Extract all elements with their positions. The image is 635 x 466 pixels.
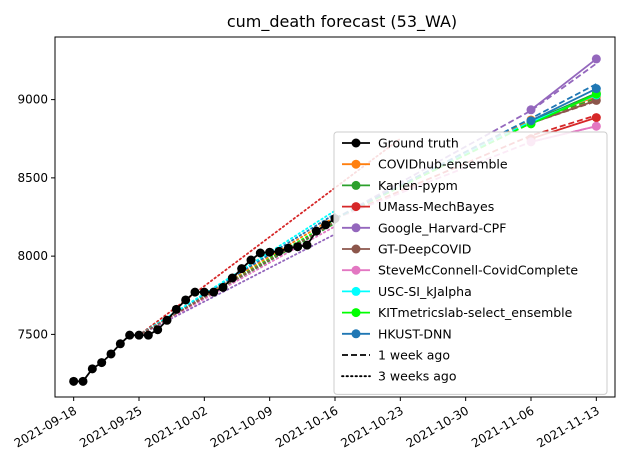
x-tick-label: 2021-10-02 xyxy=(142,403,209,450)
series-point-3 xyxy=(526,105,536,115)
legend-label: Google_Harvard-CPF xyxy=(378,220,506,235)
legend-swatch-marker xyxy=(351,286,361,296)
x-tick-label: 2021-11-06 xyxy=(469,403,536,450)
series-point-5 xyxy=(591,121,601,131)
legend-label: USC-SI_kJalpha xyxy=(378,284,472,299)
legend-swatch-marker xyxy=(351,329,361,339)
series-point-2 xyxy=(591,113,601,123)
ground-truth-point xyxy=(293,242,303,252)
three-weeks-ago-line-1 xyxy=(138,233,336,337)
x-tick-label: 2021-10-16 xyxy=(273,403,340,450)
series-point-3 xyxy=(591,54,601,64)
x-tick-label: 2021-11-13 xyxy=(534,403,601,450)
ground-truth-point xyxy=(209,287,219,297)
ground-truth-point xyxy=(97,358,107,368)
series-line-7 xyxy=(530,93,597,125)
ground-truth-point xyxy=(181,295,191,305)
ground-truth-point xyxy=(255,248,265,258)
ground-truth-point xyxy=(274,246,284,256)
legend-label: KITmetricslab-select_ensemble xyxy=(378,305,573,320)
ground-truth-point xyxy=(311,226,321,236)
ground-truth-point xyxy=(302,240,312,250)
y-tick-label: 7500 xyxy=(17,327,48,341)
legend-label: HKUST-DNN xyxy=(378,326,452,341)
ground-truth-point xyxy=(69,376,79,386)
legend-label: COVIDhub-ensemble xyxy=(378,157,508,172)
legend-label: UMass-MechBayes xyxy=(378,199,494,214)
legend-label: Ground truth xyxy=(378,136,459,151)
ground-truth-point xyxy=(106,349,116,359)
ground-truth-point xyxy=(143,330,153,340)
series-point-8 xyxy=(526,116,536,126)
ground-truth-point xyxy=(134,330,144,340)
y-tick-label: 8500 xyxy=(17,171,48,185)
legend-swatch-marker xyxy=(351,202,361,212)
three-weeks-ago-line-6 xyxy=(138,209,336,337)
legend-swatch-marker xyxy=(351,180,361,190)
x-tick-label: 2021-10-30 xyxy=(404,403,471,450)
legend-swatch-marker xyxy=(351,159,361,169)
chart-title: cum_death forecast (53_WA) xyxy=(227,12,457,32)
legend-label: Karlen-pypm xyxy=(378,178,458,193)
ground-truth-point xyxy=(162,315,172,325)
ground-truth-point xyxy=(171,304,181,314)
y-tick-label: 9000 xyxy=(17,93,48,107)
ground-truth-point xyxy=(125,330,135,340)
ground-truth-point xyxy=(265,247,275,257)
series-point-8 xyxy=(591,84,601,94)
ground-truth-point xyxy=(283,243,293,253)
legend-label: 3 weeks ago xyxy=(378,369,457,384)
y-tick-label: 8000 xyxy=(17,249,48,263)
ground-truth-point xyxy=(115,339,125,349)
legend-label: SteveMcConnell-CovidComplete xyxy=(378,263,578,278)
three-weeks-ago-line-8 xyxy=(138,220,336,337)
series-line-3 xyxy=(530,58,597,111)
ground-truth-point xyxy=(153,325,163,335)
legend-swatch-marker xyxy=(351,308,361,318)
legend-swatch-marker xyxy=(351,223,361,233)
ground-truth-point xyxy=(246,255,256,265)
ground-truth-point xyxy=(78,376,88,386)
ground-truth-point xyxy=(218,282,228,292)
ground-truth-point xyxy=(199,287,209,297)
legend-label: 1 week ago xyxy=(378,348,450,363)
legend-swatch-marker xyxy=(351,265,361,275)
legend-swatch-marker xyxy=(351,244,361,254)
legend-label: GT-DeepCOVID xyxy=(378,242,471,257)
ground-truth-point xyxy=(237,264,247,274)
ground-truth-point xyxy=(227,273,237,283)
ground-truth-point xyxy=(190,287,200,297)
series-line-8 xyxy=(530,87,597,122)
x-tick-label: 2021-10-23 xyxy=(338,403,405,450)
legend-box xyxy=(333,131,608,395)
x-tick-label: 2021-09-18 xyxy=(12,403,79,450)
x-tick-label: 2021-10-09 xyxy=(208,403,275,450)
ground-truth-point xyxy=(87,364,97,374)
x-tick-label: 2021-09-25 xyxy=(77,403,144,450)
legend: Ground truth COVIDhub-ensemble Karlen-pypm… xyxy=(333,131,608,395)
legend-swatch-marker xyxy=(351,138,361,148)
ground-truth-point xyxy=(321,220,331,230)
